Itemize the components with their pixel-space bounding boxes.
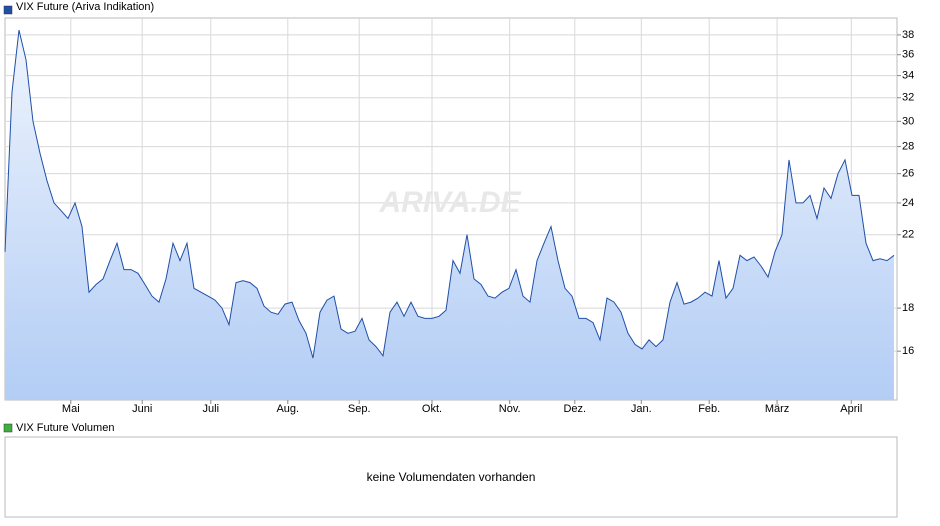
x-tick-label: Juni <box>132 403 152 415</box>
y-tick-label: 28 <box>902 140 914 152</box>
x-tick-label: Jan. <box>631 403 652 415</box>
line <box>4 29 895 359</box>
x-tick-label: März <box>765 403 789 415</box>
y-tick-label: 30 <box>902 115 914 127</box>
volume-message: keine Volumendaten vorhanden <box>367 470 536 484</box>
x-tick-label: Aug. <box>276 403 299 415</box>
y-tick-label: 22 <box>902 229 914 241</box>
y-tick-label: 32 <box>902 92 914 104</box>
legend-label: VIX Future Volumen <box>16 422 114 434</box>
y-tick-label: 16 <box>902 345 914 357</box>
legend-label: VIX Future (Ariva Indikation) <box>16 1 154 13</box>
legend-swatch <box>3 5 13 15</box>
y-tick-label: 36 <box>902 49 914 61</box>
x-tick-label: Okt. <box>422 403 442 415</box>
volume-frame <box>4 436 898 518</box>
watermark: ARIVA.DE <box>378 186 521 219</box>
x-tick-label: Sep. <box>348 403 371 415</box>
x-tick-label: Mai <box>62 403 80 415</box>
y-tick-label: 38 <box>902 29 914 41</box>
y-tick-label: 26 <box>902 168 914 180</box>
area <box>5 30 894 400</box>
x-tick-label: Dez. <box>563 403 586 415</box>
x-tick-label: Feb. <box>698 403 720 415</box>
y-tick-label: 34 <box>902 69 914 81</box>
x-tick-label: April <box>840 403 862 415</box>
x-tick-label: Juli <box>203 403 220 415</box>
legend-swatch <box>3 423 13 433</box>
x-tick-label: Nov. <box>499 403 521 415</box>
y-tick-label: 24 <box>902 197 914 209</box>
y-tick-label: 18 <box>902 302 914 314</box>
